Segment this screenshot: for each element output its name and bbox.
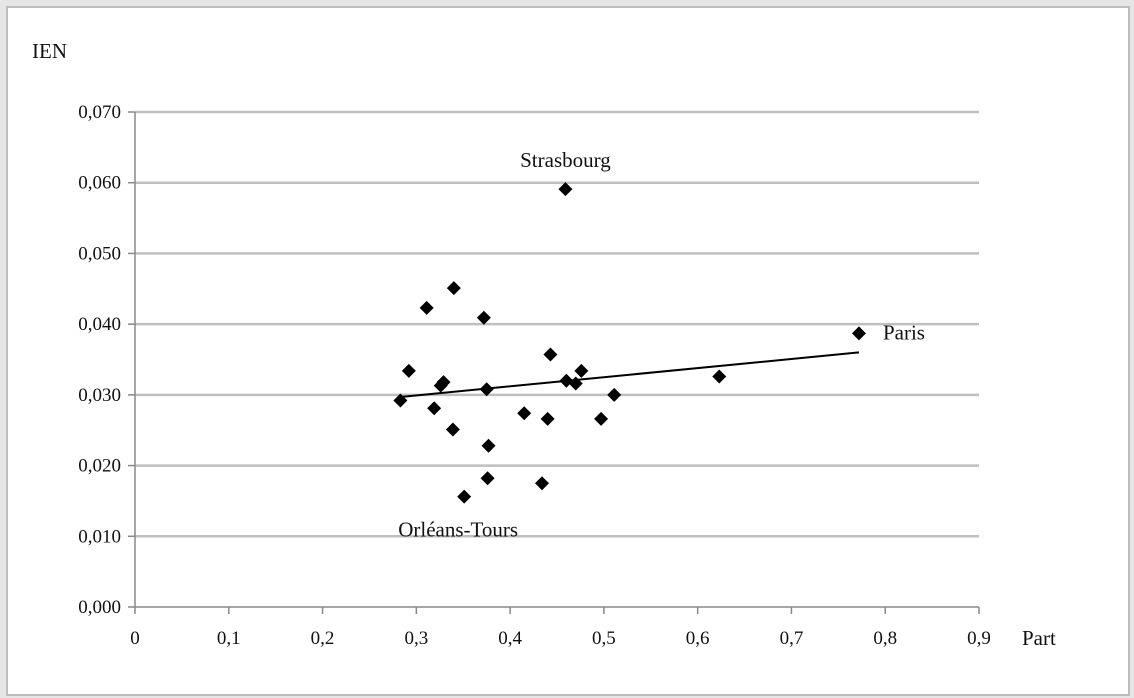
x-tick-label: 0,1 — [217, 628, 241, 649]
data-point — [851, 326, 866, 341]
data-point — [712, 369, 727, 384]
data-point — [534, 476, 549, 491]
x-tick-label: 0,4 — [498, 628, 522, 649]
y-tick-label: 0,070 — [78, 102, 121, 123]
data-point — [568, 376, 583, 391]
x-tick-label: 0,5 — [592, 628, 616, 649]
data-point — [436, 375, 451, 390]
data-point — [543, 347, 558, 362]
y-tick-label: 0,040 — [78, 314, 121, 335]
data-point — [427, 401, 442, 416]
y-tick-label: 0,000 — [78, 597, 121, 618]
data-point — [445, 422, 460, 437]
point-annotation: Paris — [883, 320, 925, 344]
data-point — [517, 406, 532, 421]
x-tick-label: 0,2 — [311, 628, 335, 649]
point-layer — [393, 182, 866, 504]
x-tick-label: 0,3 — [404, 628, 428, 649]
data-point — [419, 300, 434, 315]
trendline — [400, 351, 860, 398]
data-point — [479, 382, 494, 397]
y-tick-label: 0,010 — [78, 526, 121, 547]
data-point — [481, 438, 496, 453]
scatter-chart: 0,000 0,010 0,020 0,030 0,040 0,050 0,060 0,070… — [32, 39, 1056, 650]
data-point — [540, 411, 555, 426]
annotation-layer: Strasbourg Paris Orléans-Tours — [398, 148, 925, 542]
data-point — [607, 387, 622, 402]
x-tick-label: 0,7 — [780, 628, 804, 649]
point-annotation: Orléans-Tours — [398, 518, 518, 542]
y-tick-labels: 0,000 0,010 0,020 0,030 0,040 0,050 0,060 0,070 — [78, 102, 121, 618]
axis-layer — [128, 111, 980, 614]
x-tick-label: 0 — [130, 628, 140, 649]
data-point — [476, 310, 491, 325]
x-tick-label: 0,6 — [686, 628, 710, 649]
data-point — [594, 411, 609, 426]
y-tick-label: 0,020 — [78, 456, 121, 477]
x-tick-label: 0,9 — [967, 628, 991, 649]
trendline-layer — [400, 351, 860, 398]
data-point — [558, 182, 573, 197]
data-point — [574, 363, 589, 378]
data-point — [393, 393, 408, 408]
y-tick-label: 0,050 — [78, 243, 121, 264]
grid-layer — [135, 110, 979, 538]
data-point — [446, 281, 461, 296]
x-axis-label: Part — [1022, 626, 1056, 650]
data-point — [457, 489, 472, 504]
point-annotation: Strasbourg — [520, 148, 611, 172]
chart-frame: 0,000 0,010 0,020 0,030 0,040 0,050 0,060 0,070… — [6, 6, 1130, 696]
y-axis-label: IEN — [32, 39, 67, 63]
y-tick-label: 0,030 — [78, 385, 121, 406]
data-point — [480, 471, 495, 486]
y-tick-label: 0,060 — [78, 173, 121, 194]
x-tick-label: 0,8 — [873, 628, 897, 649]
x-tick-labels: 0 0,1 0,2 0,3 0,4 0,5 0,6 0,7 0,8 0,9 — [130, 628, 991, 649]
data-point — [401, 363, 416, 378]
